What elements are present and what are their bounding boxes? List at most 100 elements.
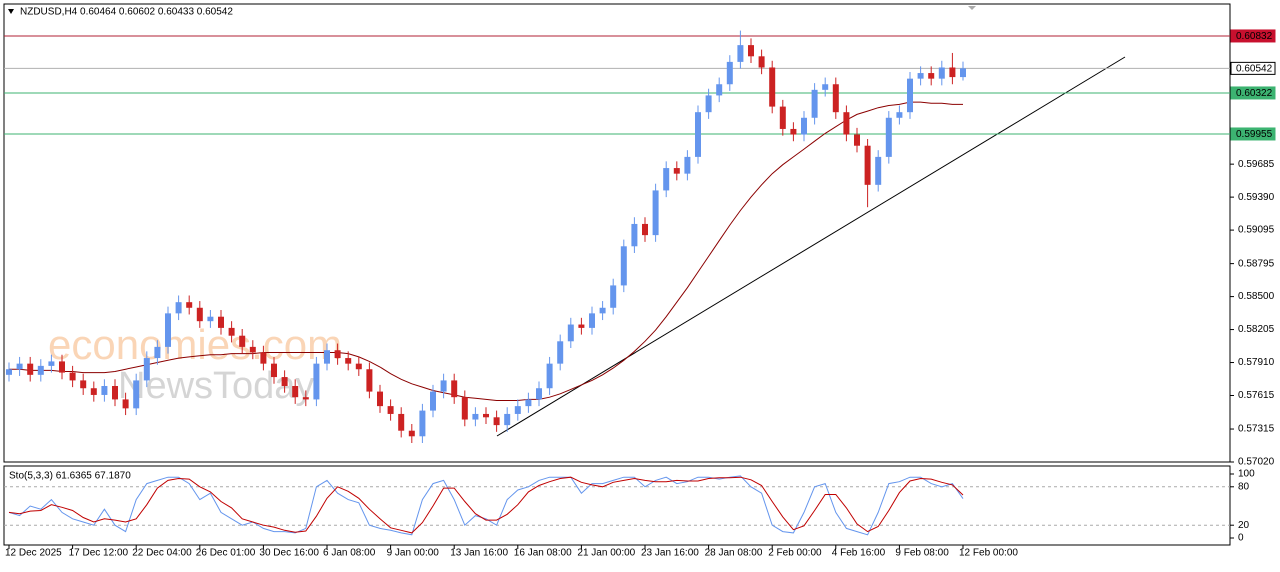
y-tick-label: 0.59095 [1238,225,1275,236]
candle-body [938,67,945,79]
candle-body [27,363,34,375]
candle-body [631,223,638,247]
candle-body [398,413,405,431]
candle-body [514,406,521,414]
candle-body [811,89,818,118]
candle-body [493,417,500,426]
candle-body [673,168,680,174]
candle-body [377,391,383,407]
candle-body [112,386,118,400]
candle-body [949,67,956,78]
candle-body [207,316,214,322]
candle-body [599,307,606,314]
candle-body [917,73,924,79]
level-tag [1230,29,1276,43]
candle-body [59,361,65,373]
candle-body [695,112,701,157]
y-tick-label: 0.57910 [1238,357,1275,368]
chart-title: NZDUSD,H4 0.60464 0.60602 0.60433 0.6054… [20,7,233,18]
candle-body [885,117,892,157]
candle-body [90,388,97,395]
candle-body [779,106,786,129]
candle-body [408,430,415,437]
candle-body [663,168,670,191]
candle-body [6,369,12,375]
candle-body [154,346,161,359]
candle-body [419,410,426,437]
y-tick-label: 0.59685 [1238,159,1275,170]
candle-body [483,413,489,418]
x-tick-label: 22 Dec 04:00 [132,548,192,559]
main-panel [3,3,1231,463]
indicator-panel [3,465,1231,546]
candle-body [843,112,850,135]
x-tick-label: 26 Dec 01:00 [196,548,256,559]
candle-body [790,128,797,135]
y-tick-label: 0.59390 [1238,192,1275,203]
candle-body [896,112,903,118]
candle-body [610,285,617,308]
moving-average [9,101,963,401]
candle-body [196,307,203,322]
candle-body [218,316,224,328]
level-tag [1230,86,1276,100]
candle-body [271,363,277,378]
candle-body [578,324,585,328]
x-tick-label: 28 Jan 08:00 [705,548,763,559]
candle-body [801,117,807,135]
candle-body [451,380,458,398]
trendline [496,56,1126,437]
candle-body [302,397,309,400]
candle-body [249,346,256,353]
candle-body [430,391,436,411]
candle-body [737,45,744,62]
candle-body [281,377,288,387]
candle-body [642,223,648,236]
candle-body [822,84,829,90]
indicator-tick-label: 20 [1238,520,1250,531]
candle-body [864,145,871,185]
candle-body [143,358,150,381]
shift-marker [968,6,976,10]
candle-body [440,380,447,392]
menu-arrow[interactable] [8,9,14,14]
candle-body [758,56,765,68]
x-tick-label: 30 Dec 16:00 [259,548,319,559]
candle-body [546,363,553,389]
level-label: 0.60322 [1236,88,1273,99]
x-tick-label: 16 Jan 08:00 [514,548,572,559]
y-tick-label: 0.58795 [1238,258,1275,269]
y-tick-label: 0.58500 [1238,291,1275,302]
level-tag [1230,61,1276,75]
candle-body [313,363,320,400]
level-label: 0.60832 [1236,31,1273,42]
watermark: NewsToday [118,365,314,407]
x-tick-label: 17 Dec 12:00 [69,548,129,559]
candle-body [472,413,479,420]
candle-body [461,397,468,420]
candle-body [525,399,532,407]
candle-body [716,84,723,96]
watermark: economies.com [48,321,342,368]
candle-body [928,73,935,79]
candle-body [907,78,913,113]
x-tick-label: 13 Jan 16:00 [450,548,508,559]
x-tick-label: 9 Jan 00:00 [387,548,440,559]
x-tick-label: 6 Jan 08:00 [323,548,376,559]
candle-body [334,350,341,359]
indicator-tick-label: 100 [1238,469,1255,480]
candle-body [324,350,330,364]
candle-body [133,380,140,409]
candle-body [960,68,966,78]
candle-body [567,324,574,342]
candle-body [292,386,299,398]
x-tick-label: 21 Jan 00:00 [577,548,635,559]
candle-body [652,190,659,236]
candle-body [589,313,595,328]
level-label: 0.60542 [1236,64,1273,75]
x-tick-label: 12 Feb 00:00 [959,548,1018,559]
y-tick-label: 0.57615 [1238,390,1275,401]
candle-body [536,388,542,400]
stochastic-line [8,475,964,536]
